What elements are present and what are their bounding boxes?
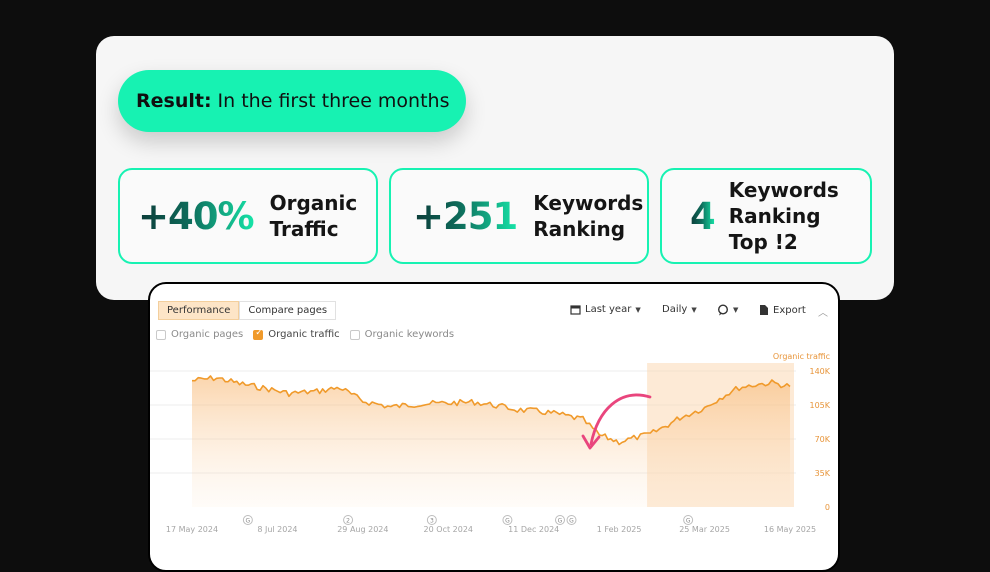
checkbox-organic-traffic[interactable]: Organic traffic: [253, 328, 340, 340]
export-button[interactable]: Export: [759, 304, 806, 316]
checkbox-label: Organic traffic: [268, 329, 340, 340]
chevron-down-icon: ▼: [691, 305, 697, 314]
x-tick-label: 16 May 2025: [764, 525, 816, 534]
stat-label: Organic Traffic: [269, 191, 358, 241]
result-label: Result:: [136, 90, 212, 112]
svg-text:2: 2: [346, 518, 350, 525]
stat-value: +251: [413, 194, 518, 238]
annotations-dropdown[interactable]: ▼: [717, 304, 738, 316]
traffic-line: [192, 375, 791, 446]
traffic-panel: Performance Compare pages Last year ▼ Da…: [148, 282, 840, 572]
chevron-down-icon: ▼: [733, 306, 739, 314]
checkbox-icon: [156, 329, 166, 340]
checkbox-label: Organic keywords: [364, 329, 455, 340]
result-banner: Result: In the first three months: [118, 70, 466, 132]
checkbox-organic-keywords[interactable]: Organic keywords: [349, 329, 455, 340]
event-marker[interactable]: G: [555, 515, 565, 525]
svg-text:G: G: [686, 518, 691, 525]
checkbox-checked-icon: [253, 328, 264, 340]
stat-organic-traffic: +40% Organic Traffic: [118, 168, 378, 264]
calendar-icon: [570, 305, 581, 315]
stat-label: Keywords Ranking Top !2: [728, 178, 839, 254]
chevron-down-icon: ▼: [635, 305, 641, 314]
event-marker[interactable]: G: [683, 515, 694, 525]
x-tick-label: 20 Oct 2024: [424, 525, 473, 534]
event-marker[interactable]: 2: [343, 515, 354, 525]
chevron-up-icon: ︿: [818, 308, 828, 319]
svg-text:3: 3: [430, 518, 434, 525]
x-tick-label: 8 Jul 2024: [257, 525, 297, 534]
date-range-label: Last year: [585, 304, 632, 315]
event-marker[interactable]: 3: [426, 515, 437, 525]
event-marker[interactable]: G: [566, 515, 577, 525]
export-label: Export: [773, 304, 806, 316]
y-tick-label: 0: [825, 503, 830, 512]
interval-dropdown[interactable]: Daily ▼: [662, 304, 697, 315]
y-tick-label: 35K: [815, 469, 831, 478]
checkbox-icon: [349, 329, 360, 340]
metric-checkboxes: Organic pages Organic traffic Organic ke…: [156, 328, 455, 340]
organic-traffic-chart: Organic traffic 140K 105K 70K 35K 0 17 May 2…: [150, 352, 831, 534]
x-tick-label: 1 Feb 2025: [597, 525, 642, 534]
file-icon: [760, 305, 768, 315]
comment-icon: [717, 304, 729, 316]
stat-top-keywords: 4 Keywords Ranking Top !2: [660, 168, 872, 264]
stat-value: +40%: [138, 194, 255, 238]
interval-label: Daily: [662, 304, 688, 315]
y-tick-label: 140K: [809, 367, 830, 376]
svg-text:G: G: [246, 518, 251, 525]
event-marker[interactable]: G: [242, 515, 253, 525]
x-tick-label: 17 May 2024: [166, 525, 218, 534]
x-tick-label: 11 Dec 2024: [508, 525, 559, 534]
svg-text:G: G: [505, 518, 510, 525]
svg-text:G: G: [569, 518, 574, 525]
traffic-area: [192, 376, 790, 507]
x-tick-label: 25 Mar 2025: [679, 525, 730, 534]
result-text: In the first three months: [217, 90, 450, 112]
svg-text:G: G: [558, 518, 563, 525]
y-tick-label: 70K: [815, 435, 831, 444]
stat-value: 4: [690, 194, 716, 238]
collapse-button[interactable]: ︿: [818, 304, 828, 319]
annotation-arrow-icon: [581, 393, 652, 450]
checkbox-organic-pages[interactable]: Organic pages: [156, 329, 243, 340]
event-marker[interactable]: G: [502, 515, 513, 525]
y-tick-label: 105K: [809, 401, 830, 410]
date-range-dropdown[interactable]: Last year ▼: [570, 304, 641, 315]
checkbox-label: Organic pages: [171, 329, 244, 340]
stat-label: Keywords Ranking: [533, 191, 644, 241]
tab-performance[interactable]: Performance: [158, 301, 240, 320]
x-tick-label: 29 Aug 2024: [337, 525, 388, 534]
stat-keywords-ranking: +251 Keywords Ranking: [389, 168, 649, 264]
view-tabs: Performance Compare pages: [158, 301, 337, 320]
tab-compare-pages[interactable]: Compare pages: [239, 301, 337, 320]
series-axis-title: Organic traffic: [773, 352, 830, 361]
results-card: Result: In the first three months +40% O…: [96, 36, 894, 300]
